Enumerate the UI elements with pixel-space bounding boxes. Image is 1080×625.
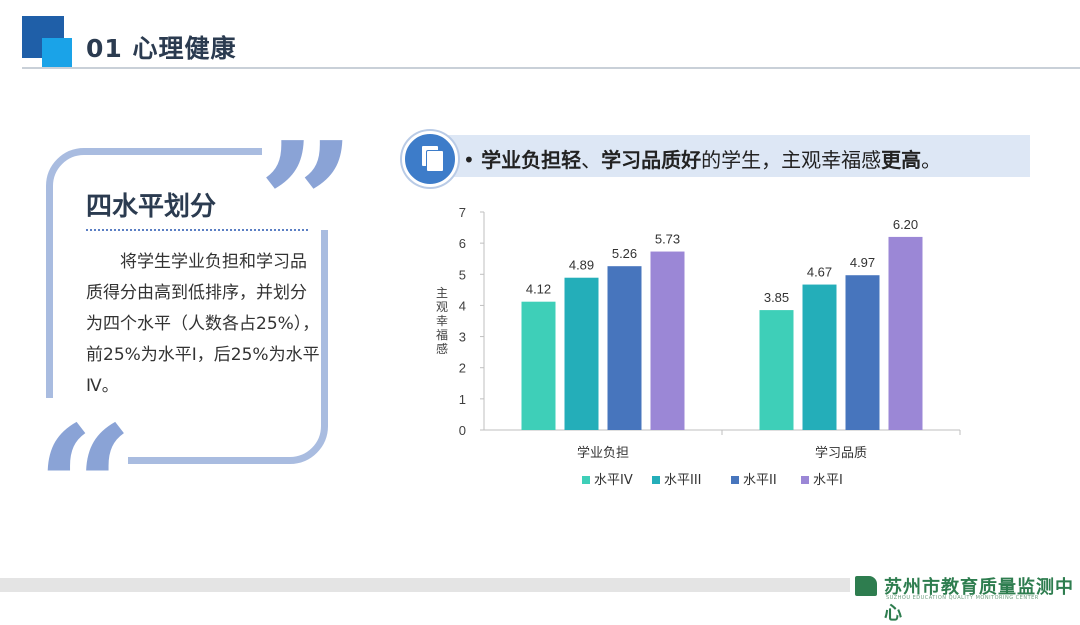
finding-sep: 、 bbox=[581, 148, 602, 172]
y-tick-label: 6 bbox=[459, 236, 466, 251]
bar bbox=[802, 284, 837, 430]
y-tick-label: 0 bbox=[459, 423, 466, 438]
y-axis-label-char: 福 bbox=[436, 327, 448, 342]
legend-label: 水平III bbox=[664, 473, 702, 488]
x-tick-label: 学习品质 bbox=[815, 445, 867, 461]
quote-gap-bottom bbox=[34, 398, 128, 488]
bar bbox=[607, 266, 642, 430]
quote-gap-top bbox=[262, 120, 352, 230]
card-divider bbox=[86, 229, 308, 231]
page-title: 01 心理健康 bbox=[86, 34, 237, 63]
y-tick-label: 2 bbox=[459, 361, 466, 376]
finding-text: • 学业负担轻、学习品质好的学生，主观幸福感更高。 bbox=[463, 144, 941, 173]
card-title: 四水平划分 bbox=[86, 192, 217, 222]
header-divider bbox=[22, 67, 1080, 69]
bar-value-label: 5.73 bbox=[655, 232, 680, 247]
bar-value-label: 3.85 bbox=[764, 290, 789, 305]
finding-highlight-1: 学业负担轻 bbox=[481, 148, 582, 172]
y-tick-label: 4 bbox=[459, 298, 466, 313]
bar bbox=[845, 275, 880, 430]
bar-value-label: 4.67 bbox=[807, 265, 832, 280]
legend-label: 水平I bbox=[813, 473, 843, 488]
legend-label: 水平II bbox=[743, 473, 777, 488]
bar-value-label: 6.20 bbox=[893, 217, 918, 232]
footer-org-name-en: SUZHOU EDUCATION QUALITY MONITORING CENT… bbox=[886, 595, 1039, 601]
bar bbox=[564, 277, 599, 430]
open-quote-icon: “ bbox=[36, 389, 134, 589]
bar-value-label: 4.12 bbox=[526, 282, 551, 297]
bullet: • bbox=[463, 148, 475, 172]
finding-highlight-2: 学习品质好 bbox=[601, 148, 702, 172]
finding-end: 。 bbox=[921, 148, 942, 172]
y-tick-label: 7 bbox=[459, 205, 466, 220]
y-tick-label: 1 bbox=[459, 392, 466, 407]
book-logo-icon bbox=[855, 576, 877, 596]
bar-value-label: 4.97 bbox=[850, 255, 875, 270]
y-axis-label-char: 主 bbox=[436, 286, 448, 300]
bar-value-label: 4.89 bbox=[569, 258, 594, 273]
document-icon bbox=[402, 131, 458, 187]
y-tick-label: 5 bbox=[459, 267, 466, 282]
y-axis-label-char: 感 bbox=[436, 341, 448, 356]
finding-banner bbox=[425, 135, 1030, 177]
legend-swatch bbox=[652, 476, 660, 484]
y-axis-label-char: 幸 bbox=[436, 314, 448, 328]
close-quote-icon: ” bbox=[258, 105, 356, 305]
footer-bar bbox=[0, 578, 850, 592]
legend-swatch bbox=[801, 476, 809, 484]
header-logo-square-light bbox=[42, 38, 72, 68]
y-tick-label: 3 bbox=[459, 330, 466, 345]
x-tick-label: 学业负担 bbox=[577, 445, 629, 461]
legend-swatch bbox=[731, 476, 739, 484]
bar-value-label: 5.26 bbox=[612, 246, 637, 261]
legend-label: 水平IV bbox=[594, 473, 633, 488]
bar bbox=[521, 301, 556, 430]
finding-highlight-3: 更高 bbox=[881, 148, 922, 172]
card-body-text: 将学生学业负担和学习品质得分由高到低排序，并划分为四个水平（人数各占25%），前… bbox=[86, 252, 320, 396]
card-body: 将学生学业负担和学习品质得分由高到低排序，并划分为四个水平（人数各占25%），前… bbox=[86, 247, 322, 402]
bar bbox=[888, 236, 923, 430]
bar bbox=[650, 251, 685, 430]
bar bbox=[759, 310, 794, 430]
y-axis-label-char: 观 bbox=[436, 300, 448, 314]
finding-plain: 的学生，主观幸福感 bbox=[701, 148, 882, 172]
bar-chart: 0 1 2 3 4 5 6 7 主观幸福感 4.12 4.89 5.26 5.73 学业负担 3.85 4.6… bbox=[436, 205, 961, 488]
legend-swatch bbox=[582, 476, 590, 484]
